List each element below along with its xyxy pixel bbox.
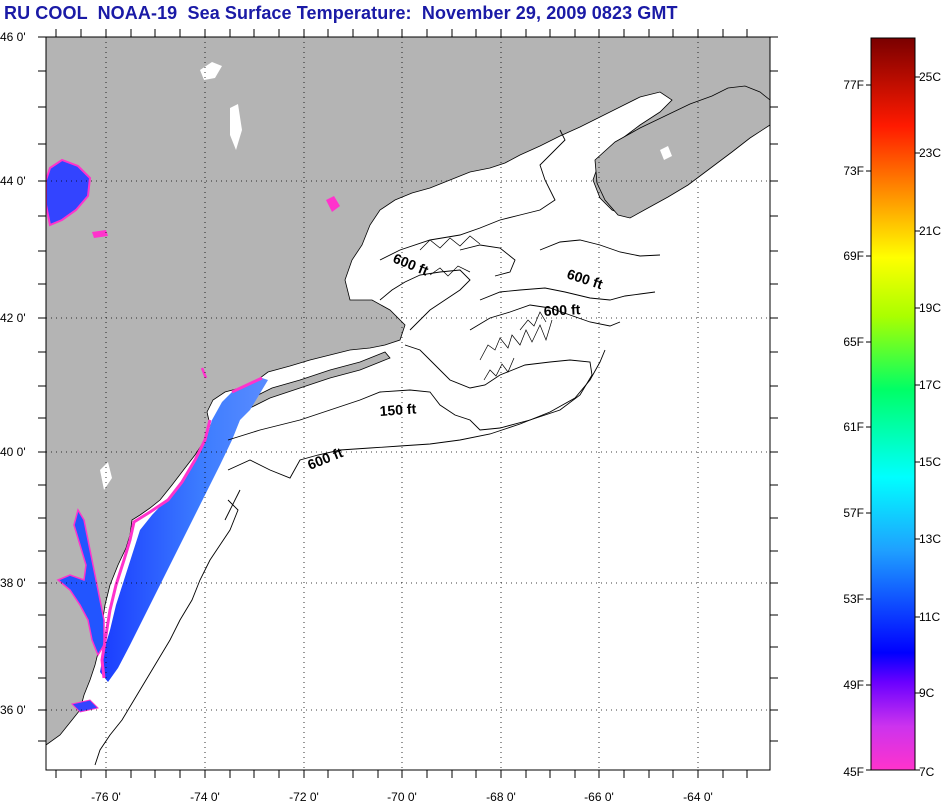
map-frame [45, 36, 771, 771]
lon-labels: -76 0' -74 0' -72 0' -70 0' -68 0' -66 0… [91, 790, 713, 804]
lon-ticks [55, 29, 748, 778]
lon-label: -70 0' [387, 790, 417, 804]
lon-label: -72 0' [289, 790, 319, 804]
lat-label: 38 0' [0, 576, 26, 590]
sst-swath [100, 378, 268, 682]
lat-label: 42 0' [0, 311, 26, 325]
lon-label: -64 0' [683, 790, 713, 804]
colorbar-f-label: 45F [843, 765, 864, 779]
lat-label: 44 0' [0, 174, 26, 188]
lat-labels: 46 0' 44 0' 42 0' 40 0' 38 0' 36 0' [0, 30, 26, 717]
land-nova-scotia [594, 85, 770, 219]
contour-label-600ft-georges: 600 ft [543, 301, 581, 319]
colorbar-celsius-labels: 25C 23C 21C 19C 17C 15C 13C 11C 9C 7C [919, 70, 941, 779]
lat-label: 40 0' [0, 445, 26, 459]
colorbar-c-label: 11C [919, 610, 940, 624]
map-grid [46, 37, 770, 770]
colorbar-c-label: 13C [919, 532, 941, 546]
colorbar-f-label: 65F [843, 335, 864, 349]
lon-label: -68 0' [486, 790, 516, 804]
colorbar-f-label: 73F [843, 164, 864, 178]
lon-label: -76 0' [91, 790, 121, 804]
georges-bank-detail [419, 235, 553, 381]
lat-label: 46 0' [0, 30, 26, 44]
lat-ticks [38, 36, 778, 742]
colorbar-c-label: 7C [919, 765, 935, 779]
colorbar-f-label: 57F [843, 506, 864, 520]
colorbar-c-label: 9C [919, 686, 935, 700]
temperature-colorbar [870, 37, 916, 771]
colorbar-c-label: 19C [919, 301, 941, 315]
colorbar-f-label: 69F [843, 249, 864, 263]
colorbar-c-label: 23C [919, 146, 941, 160]
lon-label: -66 0' [584, 790, 614, 804]
bathymetry-contours [94, 129, 661, 766]
colorbar-c-label: 15C [919, 455, 941, 469]
lat-label: 36 0' [0, 703, 26, 717]
colorbar-c-label: 21C [919, 224, 941, 238]
colorbar-fahrenheit-labels: 77F 73F 69F 65F 61F 57F 53F 49F 45F [843, 78, 864, 779]
map-title: RU COOL NOAA-19 Sea Surface Temperature:… [4, 3, 678, 23]
colorbar-ticks [866, 76, 920, 771]
colorbar-c-label: 17C [919, 378, 941, 392]
sst-chesapeake [56, 508, 105, 657]
colorbar-f-label: 77F [843, 78, 864, 92]
lon-label: -74 0' [190, 790, 220, 804]
colorbar-f-label: 61F [843, 420, 864, 434]
sst-lake-ontario [46, 158, 92, 227]
contour-label-150ft: 150 ft [379, 400, 417, 419]
colorbar-f-label: 49F [843, 678, 864, 692]
colorbar-c-label: 25C [919, 70, 941, 84]
colorbar-f-label: 53F [843, 592, 864, 606]
land-long-island [236, 351, 391, 409]
